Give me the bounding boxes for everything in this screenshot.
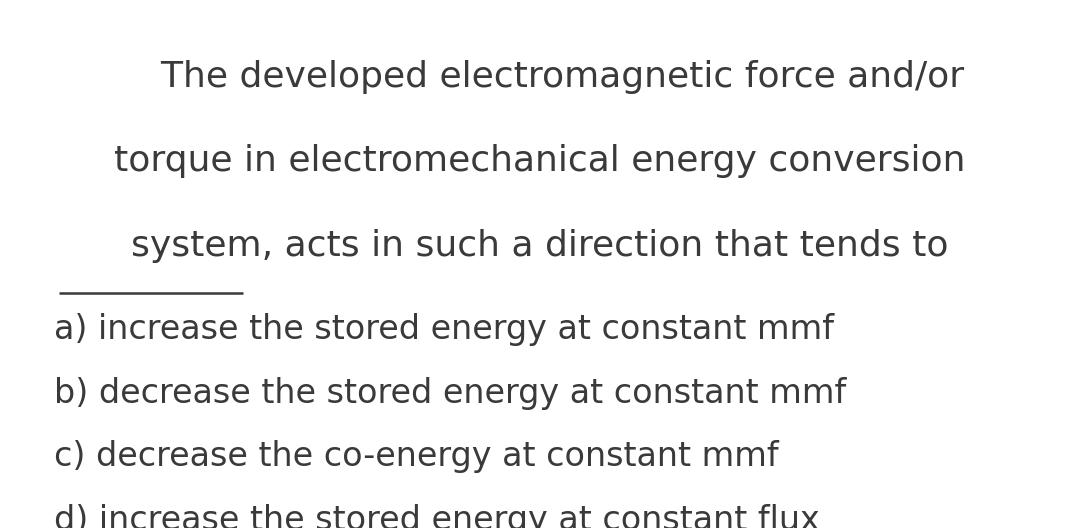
Text: c) decrease the co-energy at constant mmf: c) decrease the co-energy at constant mm… [54,440,779,473]
Text: b) decrease the stored energy at constant mmf: b) decrease the stored energy at constan… [54,377,847,410]
Text: a) increase the stored energy at constant mmf: a) increase the stored energy at constan… [54,314,834,346]
Text: torque in electromechanical energy conversion: torque in electromechanical energy conve… [114,144,966,178]
Text: system, acts in such a direction that tends to: system, acts in such a direction that te… [132,229,948,262]
Text: d) increase the stored energy at constant flux: d) increase the stored energy at constan… [54,504,820,528]
Text: The developed electromagnetic force and/or: The developed electromagnetic force and/… [116,60,964,93]
